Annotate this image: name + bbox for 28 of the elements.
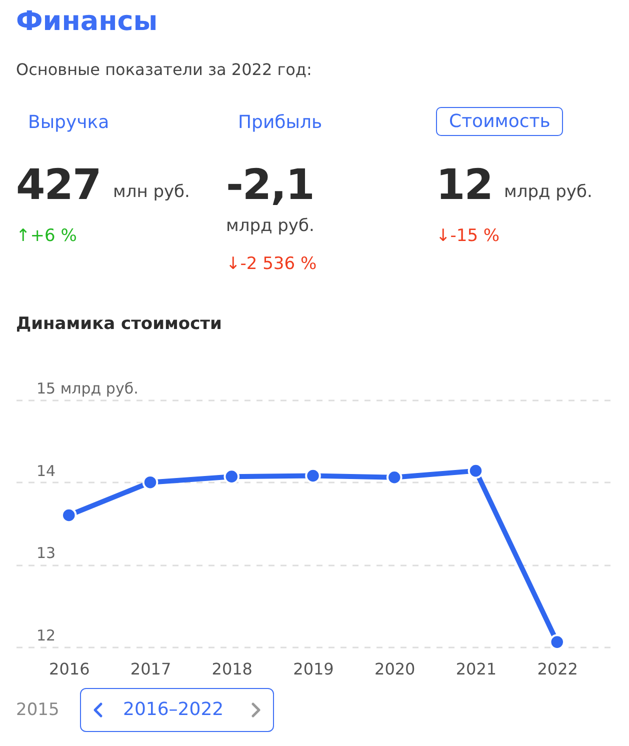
text: 2015	[16, 700, 60, 720]
text: Выручка	[28, 112, 110, 133]
period-selector: 2016–2022	[80, 688, 274, 732]
chart-title: Динамика стоимости	[16, 314, 222, 334]
x-tick-label: 2020	[374, 660, 416, 678]
x-tick-label: 2017	[130, 660, 172, 678]
x-tick-label: 2022	[537, 660, 578, 678]
y-tick-label: 14	[36, 462, 56, 480]
text: млн руб.	[113, 182, 190, 202]
text: ↓-2 536 %	[226, 254, 317, 274]
text: Стоимость	[436, 107, 564, 136]
text: Прибыль	[238, 112, 322, 133]
y-tick-label: 12	[36, 626, 56, 644]
text: -2,1	[226, 160, 314, 209]
text: млрд руб.	[226, 216, 314, 236]
x-tick-label: 2018	[212, 660, 252, 678]
y-tick-label: 15 млрд руб.	[36, 380, 138, 398]
text: Основные показатели за 2022 год:	[16, 60, 312, 79]
y-tick-label: 13	[36, 544, 56, 562]
text: млрд руб.	[504, 182, 592, 202]
text: 427	[16, 160, 101, 209]
text: ↑+6 %	[16, 226, 77, 246]
text: ↓-15 %	[436, 226, 500, 246]
x-tick-label: 2016	[49, 660, 90, 678]
text: Финансы	[16, 6, 158, 37]
text: 12	[436, 160, 492, 209]
x-tick-label: 2019	[293, 660, 334, 678]
x-tick-label: 2021	[456, 660, 497, 678]
